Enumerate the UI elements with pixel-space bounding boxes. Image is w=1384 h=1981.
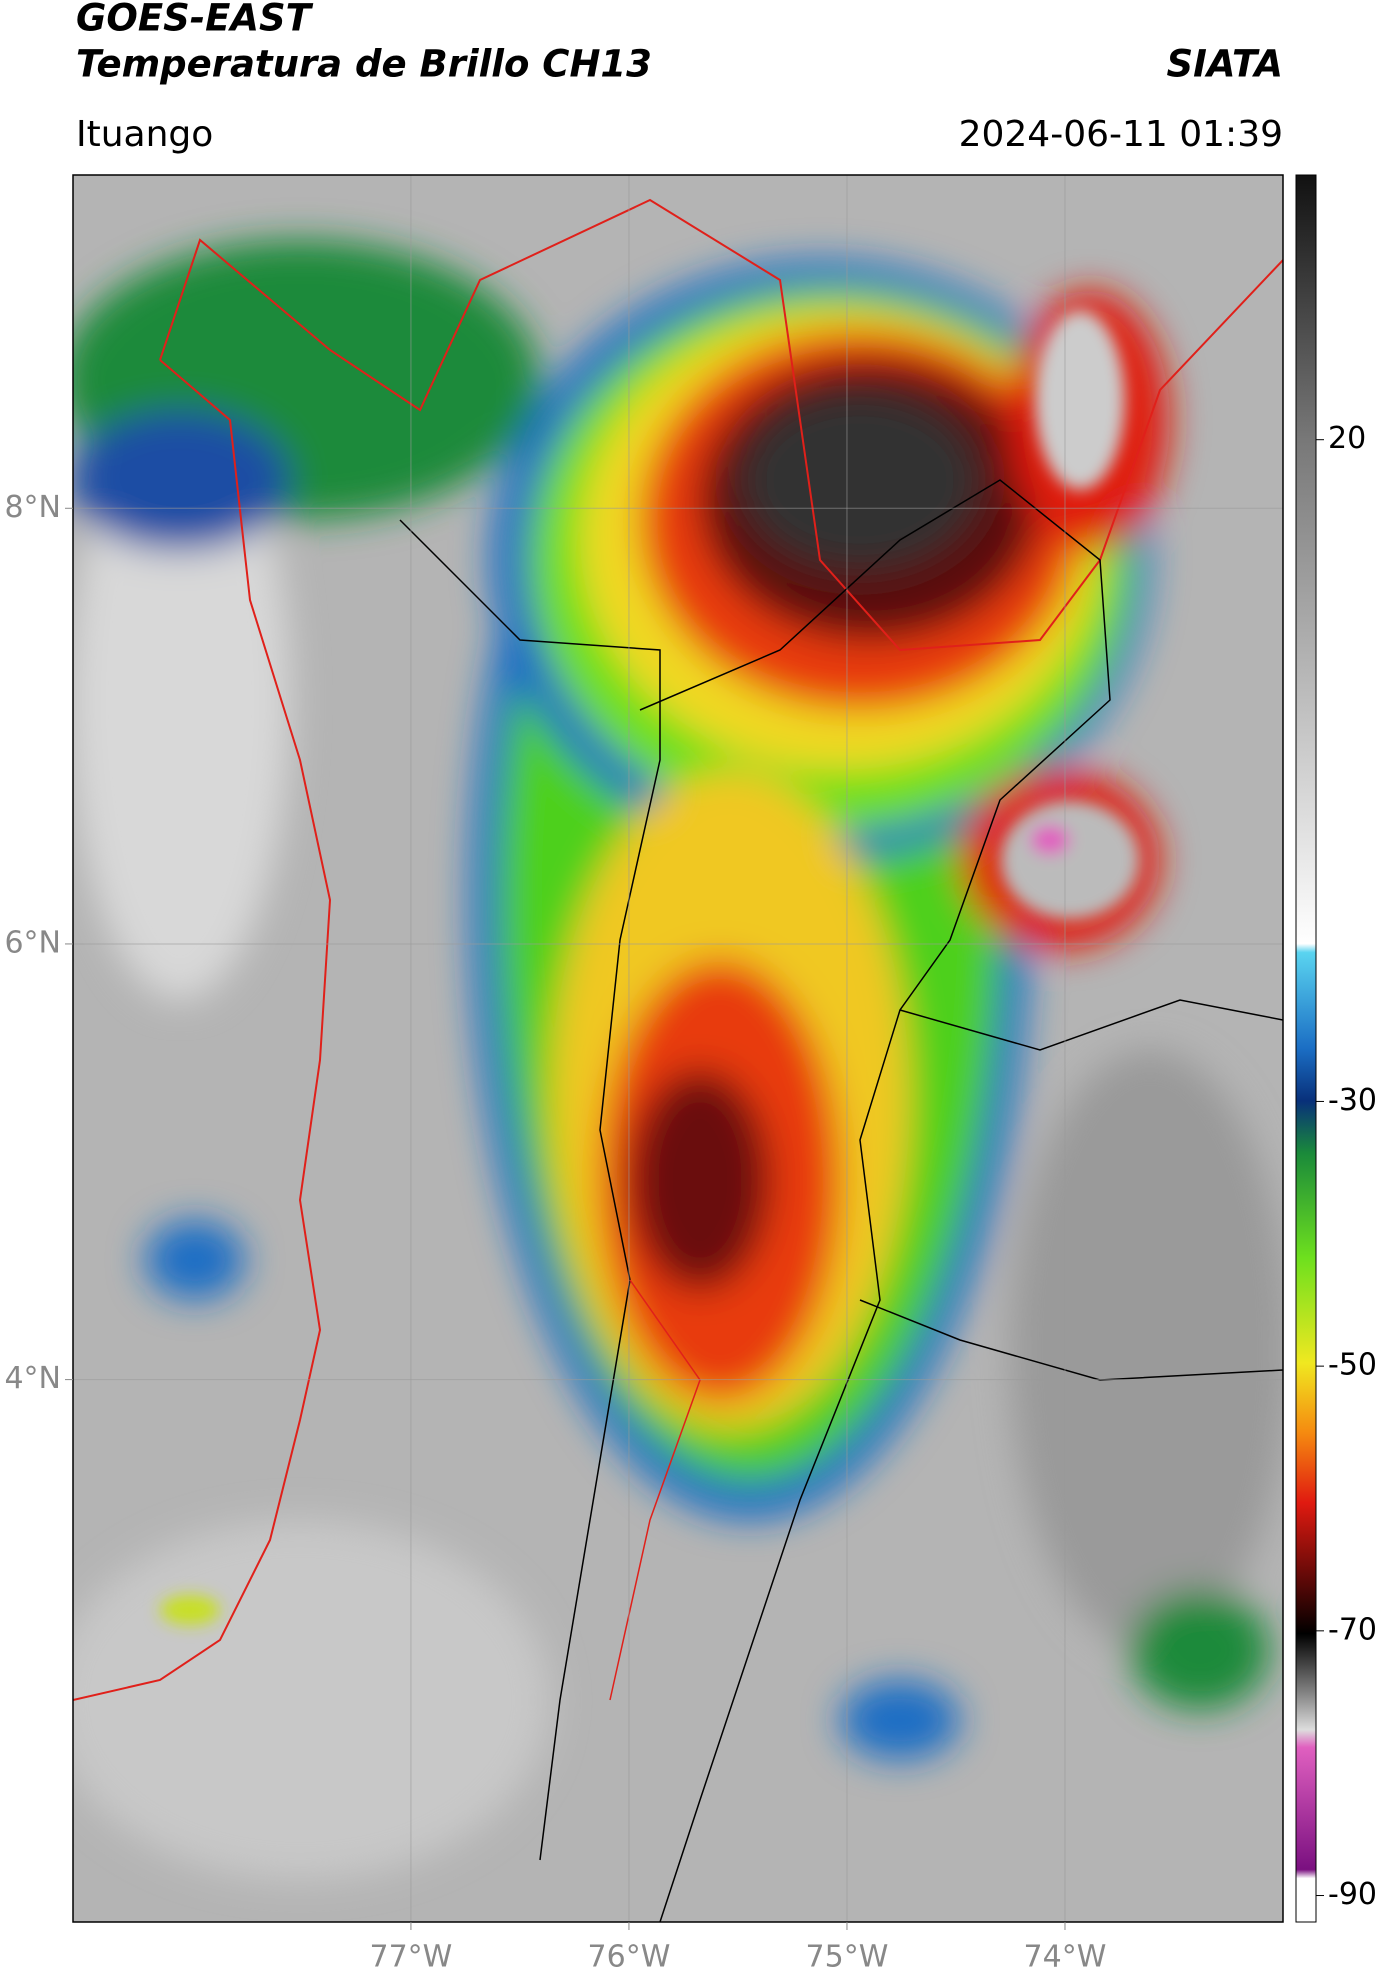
x-tick-label: 75°W [806, 1940, 889, 1975]
colorbar-tick-label: -90 [1328, 1877, 1377, 1912]
region: Ituango [76, 114, 213, 155]
colorbar-tick-label: -30 [1328, 1083, 1377, 1118]
colorbar-tick-label: 20 [1328, 421, 1366, 456]
source: SIATA [1166, 43, 1283, 86]
subtitle: Temperatura de Brillo CH13 [76, 43, 652, 86]
x-tick-label: 77°W [370, 1940, 453, 1975]
timestamp: 2024-06-11 01:39 [959, 114, 1283, 155]
x-tick-label: 74°W [1024, 1940, 1107, 1975]
y-tick-label: 4°N [4, 1361, 61, 1396]
y-tick-label: 8°N [4, 490, 61, 525]
y-tick-label: 6°N [4, 925, 61, 960]
imagery [73, 175, 1283, 1922]
colorbar-tick-label: -70 [1328, 1612, 1377, 1647]
grid [73, 175, 1283, 1922]
colorbar [1295, 174, 1317, 1923]
title: GOES-EAST [76, 0, 314, 40]
map-frame [72, 174, 1284, 1923]
x-tick-label: 76°W [588, 1940, 671, 1975]
colorbar-tick-label: -50 [1328, 1348, 1377, 1383]
